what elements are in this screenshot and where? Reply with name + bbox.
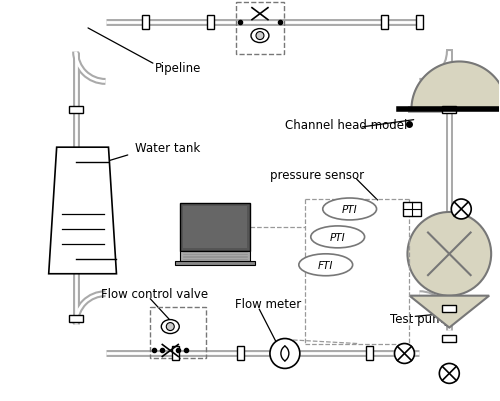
Text: Flow meter: Flow meter [235, 298, 302, 310]
Ellipse shape [311, 226, 364, 248]
FancyBboxPatch shape [180, 251, 250, 261]
Ellipse shape [251, 30, 269, 43]
Text: FTI: FTI [318, 260, 334, 270]
Polygon shape [48, 148, 116, 274]
FancyBboxPatch shape [68, 315, 82, 322]
FancyBboxPatch shape [183, 207, 247, 248]
Circle shape [166, 323, 174, 331]
Text: PTI: PTI [330, 232, 345, 242]
Text: Test pump: Test pump [390, 312, 450, 325]
FancyBboxPatch shape [416, 16, 423, 30]
FancyBboxPatch shape [442, 306, 456, 312]
Circle shape [452, 200, 471, 219]
Ellipse shape [162, 320, 179, 334]
Text: pressure sensor: pressure sensor [270, 168, 364, 181]
FancyBboxPatch shape [404, 203, 421, 217]
Circle shape [408, 213, 491, 296]
FancyBboxPatch shape [176, 261, 255, 265]
Text: Flow control valve: Flow control valve [100, 288, 208, 300]
FancyBboxPatch shape [442, 107, 456, 113]
FancyBboxPatch shape [180, 203, 250, 251]
Text: PTI: PTI [342, 205, 357, 215]
FancyBboxPatch shape [206, 16, 214, 30]
FancyBboxPatch shape [366, 346, 373, 360]
FancyBboxPatch shape [142, 16, 149, 30]
FancyBboxPatch shape [68, 107, 82, 113]
Polygon shape [412, 62, 500, 110]
Circle shape [394, 344, 414, 364]
Ellipse shape [322, 198, 376, 221]
FancyBboxPatch shape [381, 16, 388, 30]
Circle shape [270, 339, 300, 369]
Text: Channel head model: Channel head model [285, 118, 408, 132]
Text: Pipeline: Pipeline [156, 62, 202, 75]
Ellipse shape [299, 254, 352, 276]
FancyBboxPatch shape [236, 346, 244, 360]
FancyBboxPatch shape [442, 335, 456, 342]
Circle shape [256, 32, 264, 41]
Text: Water tank: Water tank [136, 141, 200, 154]
Polygon shape [410, 296, 489, 328]
FancyBboxPatch shape [401, 346, 408, 360]
FancyBboxPatch shape [172, 346, 178, 360]
Circle shape [440, 364, 460, 383]
